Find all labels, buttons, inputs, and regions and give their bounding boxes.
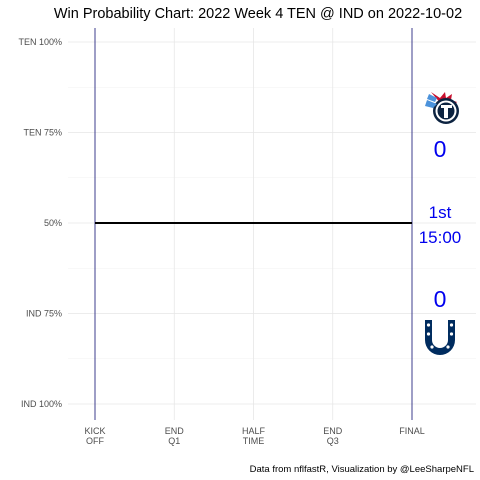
y-tick-label: TEN 75% — [23, 128, 62, 138]
away-score: 0 — [434, 136, 447, 162]
y-tick-label: IND 100% — [21, 399, 62, 409]
titans-logo — [425, 92, 459, 124]
y-tick-label: 50% — [44, 218, 62, 228]
colts-logo — [425, 320, 455, 355]
y-tick-label: TEN 100% — [18, 37, 62, 47]
game-clock: 15:00 — [419, 228, 462, 247]
x-tick-label: END Q3 — [323, 426, 343, 446]
x-tick-label: KICK OFF — [84, 426, 105, 446]
chart-title: Win Probability Chart: 2022 Week 4 TEN @… — [54, 6, 462, 22]
y-axis: TEN 100% TEN 75% 50% IND 75% IND 100% — [18, 37, 62, 409]
home-score: 0 — [434, 286, 447, 312]
quarter-label: 1st — [429, 203, 452, 222]
x-tick-label: END Q1 — [165, 426, 185, 446]
y-tick-label: IND 75% — [26, 309, 62, 319]
x-axis: KICK OFF END Q1 HALF TIME END Q3 FINAL — [84, 426, 424, 446]
x-tick-label: FINAL — [399, 426, 425, 436]
x-tick-label: HALF TIME — [242, 426, 266, 446]
chart-caption: Data from nflfastR, Visualization by @Le… — [250, 464, 474, 475]
